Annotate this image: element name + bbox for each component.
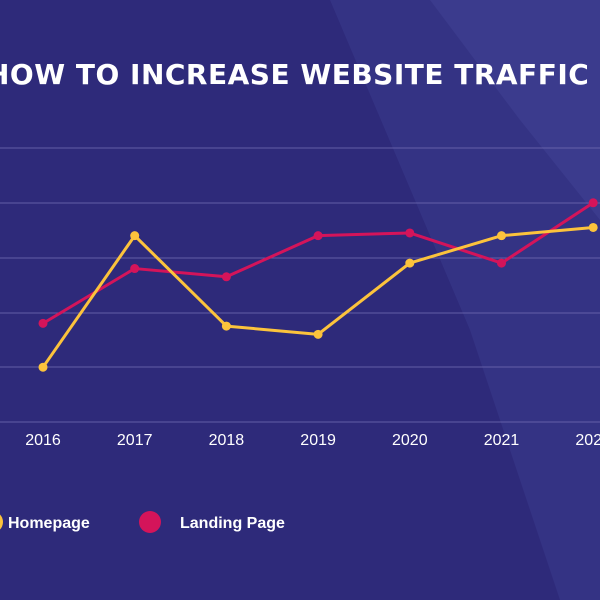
data-point [405,228,415,238]
data-point [588,222,598,232]
legend-label: Landing Page [180,515,285,532]
data-point [38,362,48,372]
x-tick-label: 2021 [484,432,520,449]
data-point [497,231,506,241]
series-homepage [38,222,598,372]
grid-lines [0,147,600,423]
x-tick-label: 2016 [25,432,61,449]
data-point [497,258,506,268]
x-tick-label: 2018 [209,432,245,449]
data-point [221,272,231,282]
data-point [588,198,598,208]
data-point [221,321,231,331]
data-point [313,329,323,339]
x-axis-ticks: 2016 2017 2018 2019 2020 2021 2022 [25,432,600,449]
series-landing-page [38,198,598,328]
data-point [405,258,415,268]
series-layer [38,198,598,372]
legend-label: Homepage [8,515,90,532]
data-point [38,318,48,328]
legend-marker [139,511,161,533]
data-point [130,231,140,241]
series-line [41,225,594,369]
series-line [42,201,595,325]
x-tick-label: 2017 [117,432,153,449]
legend-marker [0,514,3,530]
chart-title: HOW TO INCREASE WEBSITE TRAFFIC [0,58,590,91]
x-tick-label: 2020 [392,432,428,449]
x-tick-label: 2022 [575,432,600,449]
x-tick-label: 2019 [300,432,336,449]
data-point [130,264,140,274]
data-point [313,231,323,241]
legend: Homepage Landing Page [0,511,285,533]
